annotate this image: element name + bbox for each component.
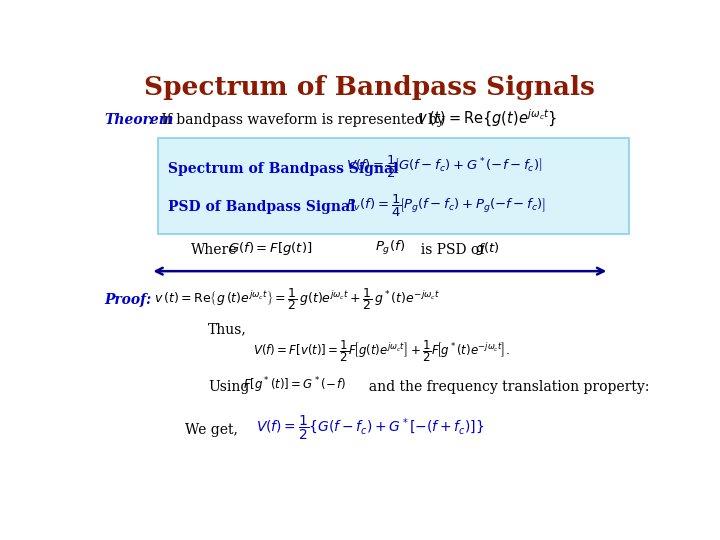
Text: $G(f)=F[g(t)]$: $G(f)=F[g(t)]$ <box>228 240 312 256</box>
Text: Proof:: Proof: <box>104 293 151 307</box>
Text: Spectrum of Bandpass Signals: Spectrum of Bandpass Signals <box>143 76 595 100</box>
Text: $P_g(f)$: $P_g(f)$ <box>375 239 405 257</box>
Text: $P_v(f)=\dfrac{1}{4}\!\left[P_g\left(f-f_c\right)+P_g\left(-f-f_c\right)\right]$: $P_v(f)=\dfrac{1}{4}\!\left[P_g\left(f-f… <box>346 193 546 219</box>
Text: Theorem: Theorem <box>104 113 174 127</box>
Text: Spectrum of Bandpass Signal: Spectrum of Bandpass Signal <box>168 162 398 176</box>
FancyBboxPatch shape <box>158 138 629 234</box>
Text: $g(t)$: $g(t)$ <box>475 240 500 256</box>
Text: PSD of Bandpass Signal: PSD of Bandpass Signal <box>168 200 355 214</box>
Text: $V(f)=F[v(t)]=\dfrac{1}{2}F\!\left[g(t)e^{j\omega_c t}\right]+\dfrac{1}{2}F\!\le: $V(f)=F[v(t)]=\dfrac{1}{2}F\!\left[g(t)e… <box>253 339 510 364</box>
Text: and the frequency translation property:: and the frequency translation property: <box>360 380 649 394</box>
Text: $F[g^*(t)]=G^*(-\,f)$: $F[g^*(t)]=G^*(-\,f)$ <box>243 375 347 395</box>
Text: $V(f)=\dfrac{1}{2}\!\left[G(f-f_c)+G^*(-f-f_c)\right]$: $V(f)=\dfrac{1}{2}\!\left[G(f-f_c)+G^*(-… <box>346 154 542 180</box>
Text: Thus,: Thus, <box>208 323 246 336</box>
Text: $V(f)=\dfrac{1}{2}\left\{G(f-f_c)+G^*\left[-(f+f_c)\right]\right\}$: $V(f)=\dfrac{1}{2}\left\{G(f-f_c)+G^*\le… <box>256 414 485 442</box>
Text: Using: Using <box>208 380 249 394</box>
Text: $v\,(t)= \mathrm{Re}\left\{g(t)e^{j\omega_c t}\right\}$: $v\,(t)= \mathrm{Re}\left\{g(t)e^{j\omeg… <box>417 108 557 129</box>
Text: is PSD of: is PSD of <box>412 242 484 256</box>
Text: We get,: We get, <box>184 423 238 437</box>
Text: $v\,(t)=\mathrm{Re}\left\{g\,(t)e^{j\omega_c t}\right\}=\dfrac{1}{2}\,g(t)e^{j\o: $v\,(t)=\mathrm{Re}\left\{g\,(t)e^{j\ome… <box>153 286 440 312</box>
Text: Where: Where <box>191 242 238 256</box>
Text: :  If bandpass waveform is represented by: : If bandpass waveform is represented by <box>148 113 445 127</box>
